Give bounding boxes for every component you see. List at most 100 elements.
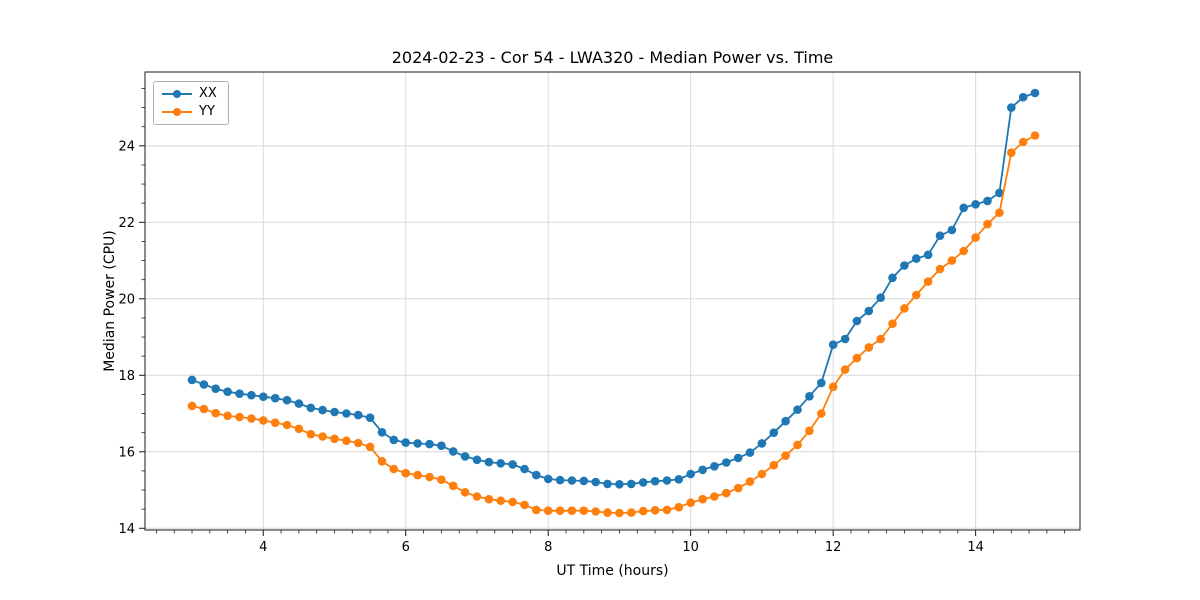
data-point-yy: [828, 382, 838, 392]
data-point-yy: [947, 256, 957, 265]
data-point-xx: [591, 477, 600, 487]
x-axis-label: UT Time (hours): [556, 563, 669, 579]
data-point-yy: [674, 502, 684, 512]
data-point-xx: [508, 460, 517, 469]
data-point-xx: [935, 231, 945, 240]
data-point-xx: [769, 428, 779, 438]
data-point-xx: [342, 409, 351, 418]
data-point-xx: [199, 380, 209, 389]
data-point-xx: [365, 413, 375, 423]
data-point-xx: [971, 200, 980, 209]
data-point-yy: [235, 412, 244, 422]
y-tick-label: 22: [118, 216, 135, 231]
y-tick-label: 14: [118, 522, 135, 537]
data-point-yy: [472, 492, 482, 501]
data-point-yy: [579, 506, 589, 515]
data-point-yy: [1018, 137, 1028, 147]
data-point-yy: [912, 290, 921, 300]
data-point-xx: [353, 410, 363, 420]
data-point-xx: [567, 476, 577, 485]
data-point-yy: [733, 483, 743, 493]
data-point-yy: [496, 496, 506, 506]
data-point-xx: [722, 458, 731, 467]
data-point-yy: [698, 494, 707, 504]
axes-spines: [144, 71, 1081, 531]
data-point-xx: [437, 441, 446, 451]
data-point-yy: [318, 432, 327, 441]
data-point-xx: [318, 405, 327, 415]
data-point-yy: [603, 508, 612, 517]
data-point-yy: [330, 434, 339, 444]
y-axis-label: Median Power (CPU): [102, 230, 118, 372]
data-point-xx: [282, 395, 292, 405]
y-tick-label: 16: [118, 445, 135, 460]
y-tick-label: 18: [118, 369, 135, 384]
data-point-yy: [353, 438, 363, 448]
legend-item-yy: YY: [162, 105, 217, 119]
chart-title: 2024-02-23 - Cor 54 - LWA320 - Median Po…: [391, 48, 834, 67]
data-point-yy: [532, 505, 541, 515]
data-point-xx: [520, 464, 529, 474]
data-point-yy: [306, 429, 316, 439]
data-point-xx: [472, 455, 482, 465]
data-point-yy: [615, 508, 624, 518]
data-point-xx: [460, 452, 470, 461]
data-point-xx: [674, 475, 684, 484]
data-point-xx: [638, 478, 648, 487]
data-point-yy: [817, 409, 826, 418]
data-point-xx: [793, 405, 802, 415]
data-point-xx: [413, 439, 422, 448]
data-point-xx: [247, 390, 256, 400]
data-point-yy: [342, 436, 351, 446]
data-point-xx: [888, 273, 897, 283]
data-point-xx: [603, 479, 612, 489]
data-point-yy: [567, 506, 577, 515]
data-point-yy: [460, 488, 470, 497]
legend-label-xx: XX: [199, 86, 217, 101]
series-line-xx: [191, 92, 1036, 486]
data-point-xx: [817, 378, 826, 388]
data-point-yy: [781, 451, 790, 460]
data-point-yy: [1007, 148, 1016, 157]
data-point-xx: [805, 392, 814, 401]
x-tick-label: 6: [402, 540, 410, 555]
data-point-xx: [698, 465, 707, 475]
data-point-xx: [235, 389, 244, 399]
data-point-xx: [532, 470, 541, 480]
data-point-xx: [448, 447, 458, 456]
data-point-yy: [270, 418, 280, 428]
data-point-xx: [377, 428, 387, 437]
data-point-yy: [199, 404, 209, 414]
data-point-xx: [662, 476, 672, 485]
data-point-yy: [413, 470, 422, 480]
data-point-yy: [484, 494, 494, 504]
data-point-xx: [270, 393, 280, 403]
data-point-xx: [306, 403, 316, 413]
data-point-xx: [840, 334, 850, 344]
data-point-xx: [187, 375, 197, 385]
x-tick-label: 4: [259, 540, 267, 555]
data-point-xx: [294, 399, 304, 408]
data-point-xx: [615, 480, 624, 489]
data-point-xx: [650, 476, 660, 486]
x-tick-label: 12: [825, 540, 842, 555]
data-point-xx: [983, 196, 992, 206]
data-point-yy: [710, 492, 719, 501]
data-point-xx: [923, 250, 933, 260]
data-point-yy: [627, 508, 636, 517]
data-point-yy: [959, 246, 968, 256]
data-point-yy: [211, 408, 220, 418]
data-point-yy: [247, 414, 256, 423]
data-point-xx: [686, 469, 695, 479]
data-point-xx: [555, 475, 565, 485]
data-point-xx: [876, 293, 885, 303]
data-point-xx: [745, 448, 755, 457]
data-point-xx: [627, 479, 636, 489]
data-point-xx: [496, 459, 506, 468]
data-point-xx: [579, 476, 589, 486]
data-point-xx: [1018, 92, 1028, 102]
data-point-yy: [662, 505, 672, 515]
data-point-xx: [401, 438, 411, 447]
